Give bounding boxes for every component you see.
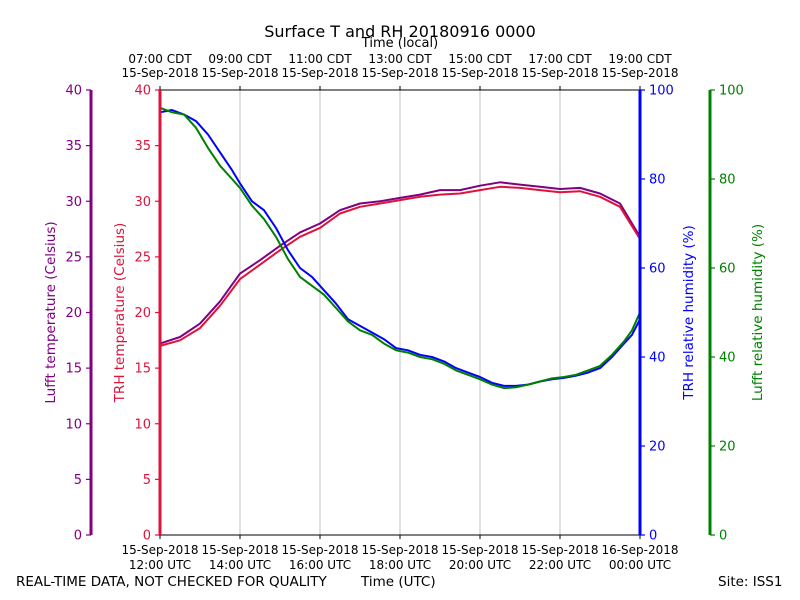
trh_temp-tick-label: 30 <box>134 195 151 210</box>
lufft_rh_series-line <box>159 106 641 390</box>
gridlines <box>239 90 561 535</box>
lufft_temp-axis-label: Lufft temperature (Celsius) <box>43 221 59 403</box>
lufft_temp-tick-label: 35 <box>65 139 82 154</box>
top-tick-label-date: 15-Sep-2018 <box>281 66 358 80</box>
trh_rh-axis-label: TRH relative humidity (%) <box>681 225 697 401</box>
top-tick-label-time: 19:00 CDT <box>608 52 672 66</box>
lufft_rh-tick-label: 80 <box>719 173 736 188</box>
lufft_temp-tick-label: 0 <box>74 529 82 544</box>
trh_rh-tick-label: 80 <box>649 173 666 188</box>
lufft_temp-tick-label: 30 <box>65 195 82 210</box>
trh_temp-tick-label: 20 <box>134 306 151 321</box>
bottom-tick-label-time: 20:00 UTC <box>449 558 511 572</box>
lufft_rh-axis: 0 20 40 60 80 100 Lufft relative humidity (%) <box>708 84 766 544</box>
top-tick-label-date: 15-Sep-2018 <box>361 66 438 80</box>
bottom-tick-label-time: 16:00 UTC <box>289 558 351 572</box>
lufft_rh-tick-label: 40 <box>719 351 736 366</box>
lufft_rh-tick-label: 20 <box>719 440 736 455</box>
trh_rh-tick-label: 0 <box>649 529 657 544</box>
lufft_rh-tick-label: 100 <box>719 84 744 99</box>
trh_temp-tick-label: 40 <box>134 84 151 99</box>
top-tick-label-time: 17:00 CDT <box>528 52 592 66</box>
top-tick-label-date: 15-Sep-2018 <box>521 66 598 80</box>
top-axis-label: Time (local) <box>361 36 438 51</box>
trh_temp-tick-label: 10 <box>134 417 151 432</box>
chart-title: Surface T and RH 20180916 0000 <box>264 22 536 41</box>
trh_rh-tick-label: 40 <box>649 351 666 366</box>
trh_rh-tick-label: 20 <box>649 440 666 455</box>
bottom-tick-label-date: 16-Sep-2018 <box>601 543 678 557</box>
trh_temp-tick-label: 0 <box>143 529 151 544</box>
bottom-tick-label-date: 15-Sep-2018 <box>361 543 438 557</box>
top-tick-label-date: 15-Sep-2018 <box>441 66 518 80</box>
lufft_temp-tick-label: 10 <box>65 417 82 432</box>
top-tick-label-time: 13:00 CDT <box>368 52 432 66</box>
top-tick-label-time: 11:00 CDT <box>288 52 352 66</box>
top-tick-label-date: 15-Sep-2018 <box>121 66 198 80</box>
trh_temp-tick-label: 25 <box>134 250 151 265</box>
bottom-tick-label-time: 12:00 UTC <box>129 558 191 572</box>
lufft_temp-tick-label: 25 <box>65 250 82 265</box>
top-tick-label-date: 15-Sep-2018 <box>601 66 678 80</box>
axes: 0 5 10 15 20 25 30 35 40 Lufft temperature (Celsi… <box>43 84 766 544</box>
trh_rh-tick-label: 60 <box>649 262 666 277</box>
bottom-tick-label-date: 15-Sep-2018 <box>521 543 598 557</box>
trh_rh-axis: 0 20 40 60 80 100 TRH relative humidity (%) <box>638 84 697 544</box>
lufft_rh-tick-label: 60 <box>719 262 736 277</box>
trh_temp-tick-label: 15 <box>134 362 151 377</box>
bottom-tick-label-date: 15-Sep-2018 <box>201 543 278 557</box>
bottom-tick-label-time: 18:00 UTC <box>369 558 431 572</box>
bottom-tick-label-time: 22:00 UTC <box>529 558 591 572</box>
lufft_temp_series-line <box>159 181 641 345</box>
lufft_temp-tick-label: 15 <box>65 362 82 377</box>
bottom-axis-label: Time (UTC) <box>361 574 436 590</box>
top-tick-label-date: 15-Sep-2018 <box>201 66 278 80</box>
trh_temp-tick-label: 35 <box>134 139 151 154</box>
lufft_temp-tick-label: 5 <box>74 473 82 488</box>
lufft_temp-tick-label: 40 <box>65 84 82 99</box>
trh_temp-tick-label: 5 <box>143 473 151 488</box>
trh_rh-tick-label: 100 <box>649 84 674 99</box>
trh_temp-axis-label: TRH temperature (Celsius) <box>112 223 128 404</box>
lufft_temp-axis: 0 5 10 15 20 25 30 35 40 Lufft temperature (Celsi… <box>43 84 93 544</box>
bottom-tick-label-time: 00:00 UTC <box>609 558 671 572</box>
lufft_temp-tick-label: 20 <box>65 306 82 321</box>
data-series <box>159 106 641 390</box>
top-tick-label-time: 15:00 CDT <box>448 52 512 66</box>
bottom-tick-label-date: 15-Sep-2018 <box>121 543 198 557</box>
site-label: Site: ISS1 <box>718 574 783 590</box>
trh_temp_series-line <box>159 185 641 347</box>
top-tick-label-time: 07:00 CDT <box>128 52 192 66</box>
lufft_rh-axis-label: Lufft relative humidity (%) <box>750 224 766 401</box>
bottom-tick-label-date: 15-Sep-2018 <box>441 543 518 557</box>
bottom-tick-label-date: 15-Sep-2018 <box>281 543 358 557</box>
trh_temp-axis: 0 5 10 15 20 25 30 35 40 TRH temperature (Celsius… <box>112 84 162 544</box>
top-tick-label-time: 09:00 CDT <box>208 52 272 66</box>
bottom-tick-label-time: 14:00 UTC <box>209 558 271 572</box>
lufft_rh-tick-label: 0 <box>719 529 727 544</box>
quality-disclaimer: REAL-TIME DATA, NOT CHECKED FOR QUALITY <box>16 574 327 590</box>
